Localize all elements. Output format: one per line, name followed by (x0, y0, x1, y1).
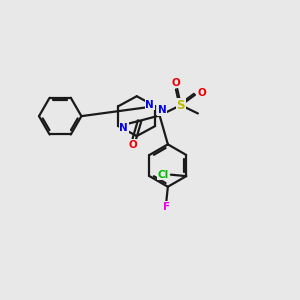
Text: N: N (146, 100, 154, 110)
Text: N: N (158, 105, 166, 115)
Text: S: S (177, 99, 185, 112)
Text: F: F (163, 202, 170, 212)
Text: O: O (128, 140, 137, 150)
Text: Cl: Cl (157, 170, 168, 180)
Text: O: O (197, 88, 206, 98)
Text: O: O (171, 77, 180, 88)
Text: N: N (119, 123, 128, 133)
